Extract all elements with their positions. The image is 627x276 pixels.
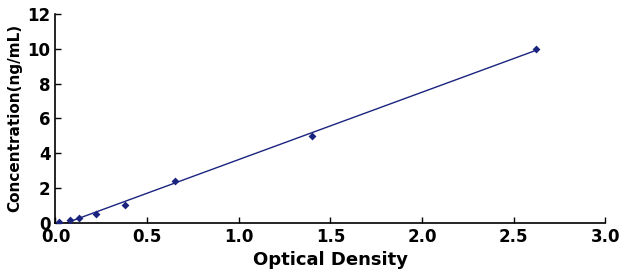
Point <box>120 203 130 208</box>
Point <box>307 134 317 138</box>
Point <box>65 218 75 222</box>
Point <box>169 179 179 183</box>
Y-axis label: Concentration(ng/mL): Concentration(ng/mL) <box>7 24 22 212</box>
Point <box>54 220 64 224</box>
Point <box>91 212 101 216</box>
Point <box>74 216 84 221</box>
Point <box>530 47 540 51</box>
X-axis label: Optical Density: Optical Density <box>253 251 408 269</box>
